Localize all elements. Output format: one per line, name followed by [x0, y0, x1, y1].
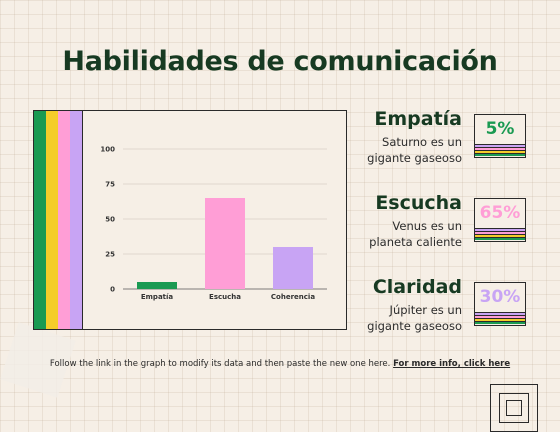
skill-name: Escucha: [375, 192, 462, 214]
footer-note: Follow the link in the graph to modify i…: [0, 359, 560, 369]
bar-chart[interactable]: 0 25 50 75 100 Empatía Escucha Coherencia: [83, 111, 347, 329]
percent-box-escucha: 65%: [474, 198, 526, 242]
bar-empatía: [137, 282, 177, 289]
skill-description: Júpiter es un gigante gaseoso: [367, 303, 462, 333]
percent-box-claridad: 30%: [474, 282, 526, 326]
chart-card[interactable]: 0 25 50 75 100 Empatía Escucha Coherencia: [33, 110, 347, 330]
percent-box-empatia: 5%: [474, 114, 526, 158]
skill-description: Saturno es un gigante gaseoso: [367, 135, 462, 165]
x-tick-label: Escucha: [209, 293, 241, 301]
chart-area: 0 25 50 75 100 Empatía Escucha Coherencia: [82, 111, 346, 329]
percent-value: 5%: [485, 119, 515, 139]
y-tick-label: 0: [110, 286, 115, 294]
y-tick-label: 50: [105, 216, 115, 224]
stripe-bar: [475, 144, 525, 157]
percent-value: 30%: [479, 287, 521, 307]
skill-description: Venus es un planeta caliente: [369, 219, 462, 249]
bar-coherencia: [273, 247, 313, 289]
page-title: Habilidades de comunicación: [62, 46, 498, 77]
footer-text: Follow the link in the graph to modify i…: [49, 359, 394, 369]
bar-escucha: [205, 198, 245, 289]
stripe-bar: [475, 312, 525, 325]
skill-item-escucha: Escucha Venus es un planeta caliente: [369, 192, 462, 250]
y-tick-label: 25: [105, 251, 115, 259]
skill-name: Empatía: [374, 108, 462, 130]
frame-decoration: [490, 384, 538, 432]
y-tick-label: 100: [100, 146, 115, 154]
skill-item-empatia: Empatía Saturno es un gigante gaseoso: [367, 108, 462, 166]
x-tick-label: Coherencia: [271, 293, 315, 301]
skill-name: Claridad: [372, 276, 462, 298]
skill-item-claridad: Claridad Júpiter es un gigante gaseoso: [367, 276, 462, 334]
percent-value: 65%: [479, 203, 521, 223]
x-tick-label: Empatía: [141, 293, 174, 301]
more-info-link[interactable]: For more info, click here: [393, 359, 511, 369]
y-tick-label: 75: [105, 181, 115, 189]
stripe-bar: [475, 228, 525, 241]
